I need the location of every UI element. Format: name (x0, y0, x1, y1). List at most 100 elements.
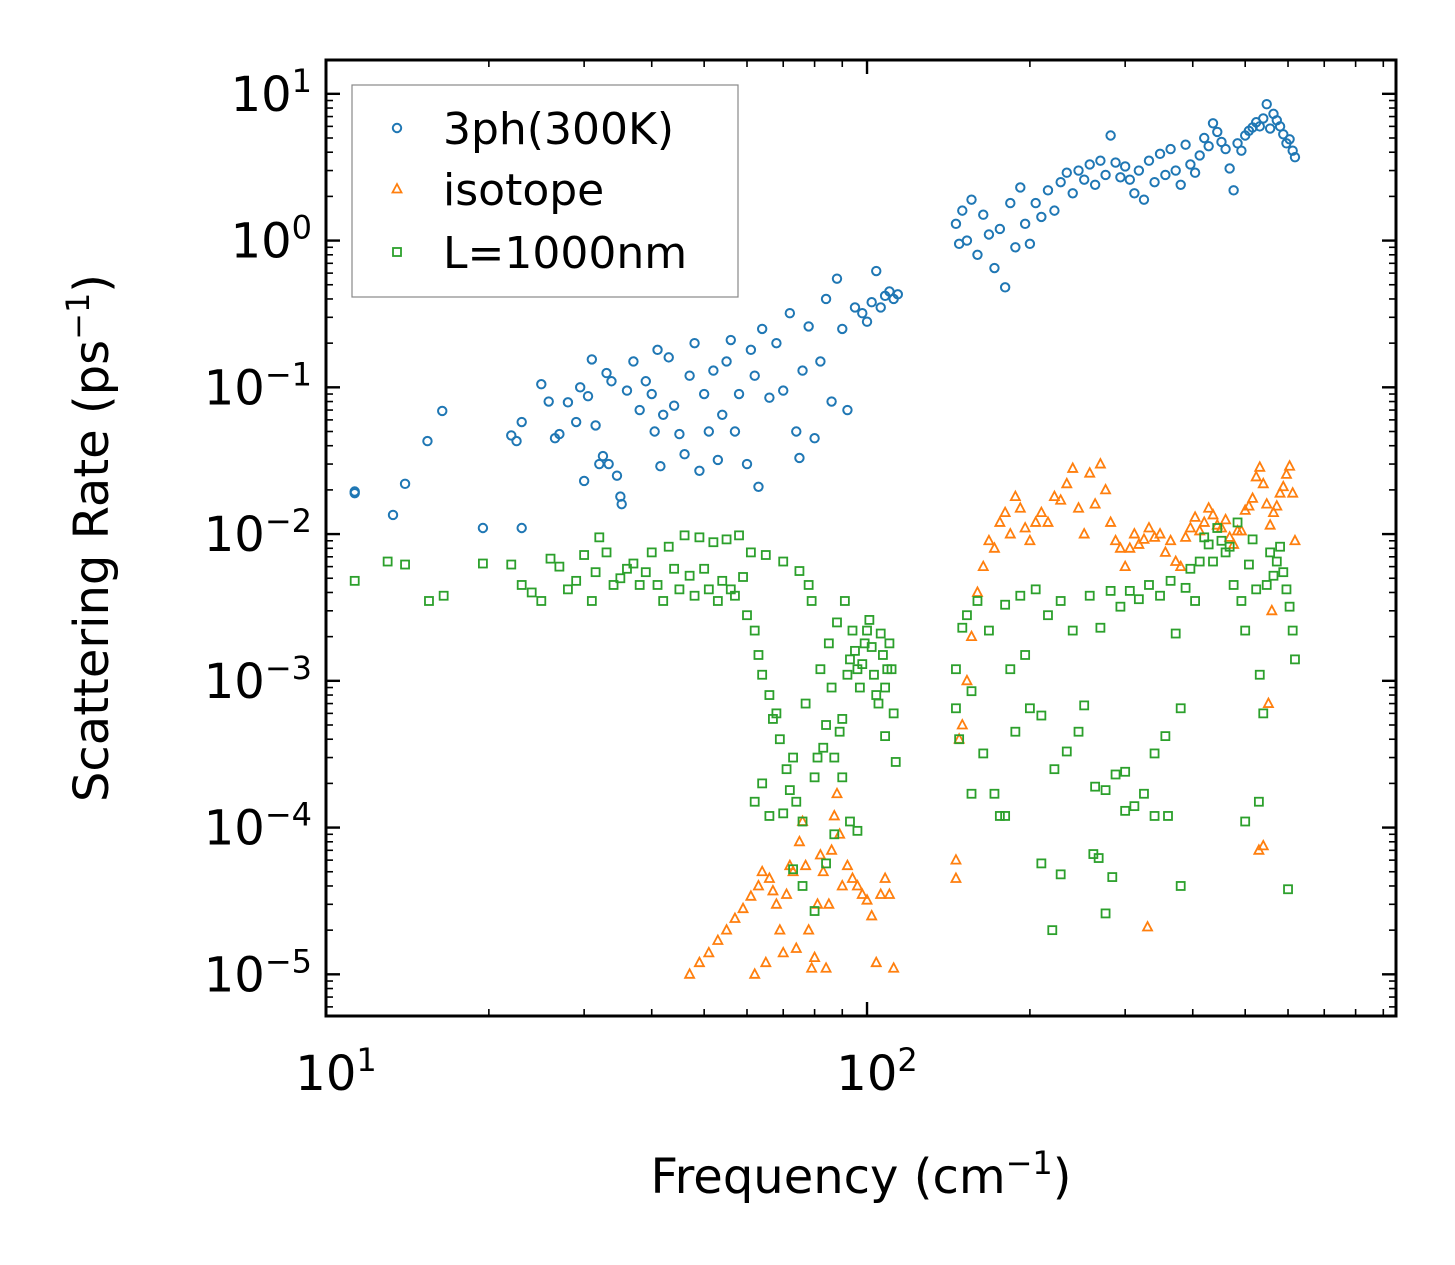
data-point (1281, 584, 1292, 595)
data-point (1048, 489, 1061, 502)
y-tick-label: 10−4 (204, 796, 312, 857)
data-point (438, 590, 449, 601)
data-point (1109, 533, 1122, 546)
data-point (757, 669, 768, 680)
data-point (842, 669, 853, 680)
data-point (506, 559, 517, 570)
data-point (590, 567, 601, 578)
data-point (1253, 460, 1266, 472)
data-point (890, 757, 901, 767)
data-point (1170, 628, 1181, 639)
data-point (657, 409, 669, 420)
y-axis-ticks: 10−5 10−4 10−3 10−2 10−1 100 101 (204, 62, 1396, 1008)
data-point (712, 596, 723, 606)
data-point (1257, 838, 1270, 851)
data-point (1267, 505, 1280, 518)
data-point (1089, 179, 1101, 190)
data-point (815, 664, 826, 675)
data-point (1163, 811, 1173, 821)
data-point (871, 690, 882, 700)
data-point (814, 848, 827, 860)
data-point (1015, 590, 1026, 601)
data-point (1283, 459, 1296, 471)
data-point (1142, 521, 1155, 533)
data-point (808, 950, 821, 963)
data-point (703, 426, 715, 437)
data-point (1232, 517, 1243, 528)
data-point (1194, 150, 1205, 161)
data-point (516, 522, 527, 534)
data-point (1129, 801, 1140, 812)
data-point (989, 788, 1000, 799)
data-point (1287, 625, 1298, 636)
data-point (1043, 610, 1053, 621)
data-point (543, 396, 554, 407)
data-point (745, 344, 757, 356)
data-point (962, 610, 972, 621)
data-point (1128, 527, 1141, 539)
data-point (655, 461, 666, 472)
data-point (803, 580, 814, 590)
data-point (646, 547, 657, 558)
data-point (961, 235, 973, 246)
data-point (349, 575, 360, 586)
data-point (828, 809, 841, 821)
data-point (1019, 521, 1032, 533)
data-point (601, 547, 612, 558)
data-point (1290, 654, 1300, 665)
data-point (1179, 530, 1192, 542)
data-point (684, 370, 695, 381)
data-point (640, 376, 651, 387)
data-point (1207, 508, 1219, 520)
data-point (753, 481, 764, 492)
data-point (1095, 622, 1106, 633)
data-point (861, 893, 874, 905)
data-point (1100, 169, 1111, 181)
y-axis-title: Scattering Rate (ps−1) (59, 274, 120, 802)
data-point (820, 293, 832, 305)
data-point (886, 664, 897, 675)
data-point (1159, 545, 1172, 557)
data-point (1084, 590, 1095, 601)
data-point (586, 596, 597, 606)
data-point (854, 682, 865, 693)
data-point (883, 887, 896, 899)
data-point (845, 654, 855, 665)
data-point (1049, 205, 1060, 216)
data-point (866, 297, 877, 308)
data-point (574, 382, 586, 393)
data-point (1251, 584, 1262, 595)
data-point (756, 323, 768, 335)
data-point (1219, 512, 1232, 525)
data-point (1165, 143, 1176, 155)
data-point (1288, 533, 1301, 546)
data-point (866, 642, 877, 652)
data-point (1041, 515, 1054, 527)
data-point (856, 887, 869, 899)
data-point (760, 550, 771, 560)
data-point (957, 622, 968, 633)
data-point (869, 669, 879, 680)
data-point (1143, 155, 1155, 166)
data-point (1035, 505, 1048, 518)
data-point (749, 625, 760, 636)
data-point (873, 698, 884, 709)
data-point (741, 458, 753, 470)
x-tick-label: 102 (836, 1041, 917, 1102)
data-point (1190, 596, 1200, 606)
data-point (846, 871, 859, 883)
data-point (756, 864, 769, 877)
data-point (1107, 872, 1118, 882)
data-point (628, 558, 639, 569)
data-point (1250, 470, 1263, 482)
data-point (857, 659, 868, 670)
data-point (817, 864, 830, 877)
data-point (949, 853, 962, 865)
data-point (1277, 479, 1290, 492)
data-point (1093, 853, 1104, 863)
data-point (862, 625, 872, 636)
data-point (1010, 726, 1021, 737)
data-point (965, 629, 978, 642)
data-point (842, 404, 853, 416)
